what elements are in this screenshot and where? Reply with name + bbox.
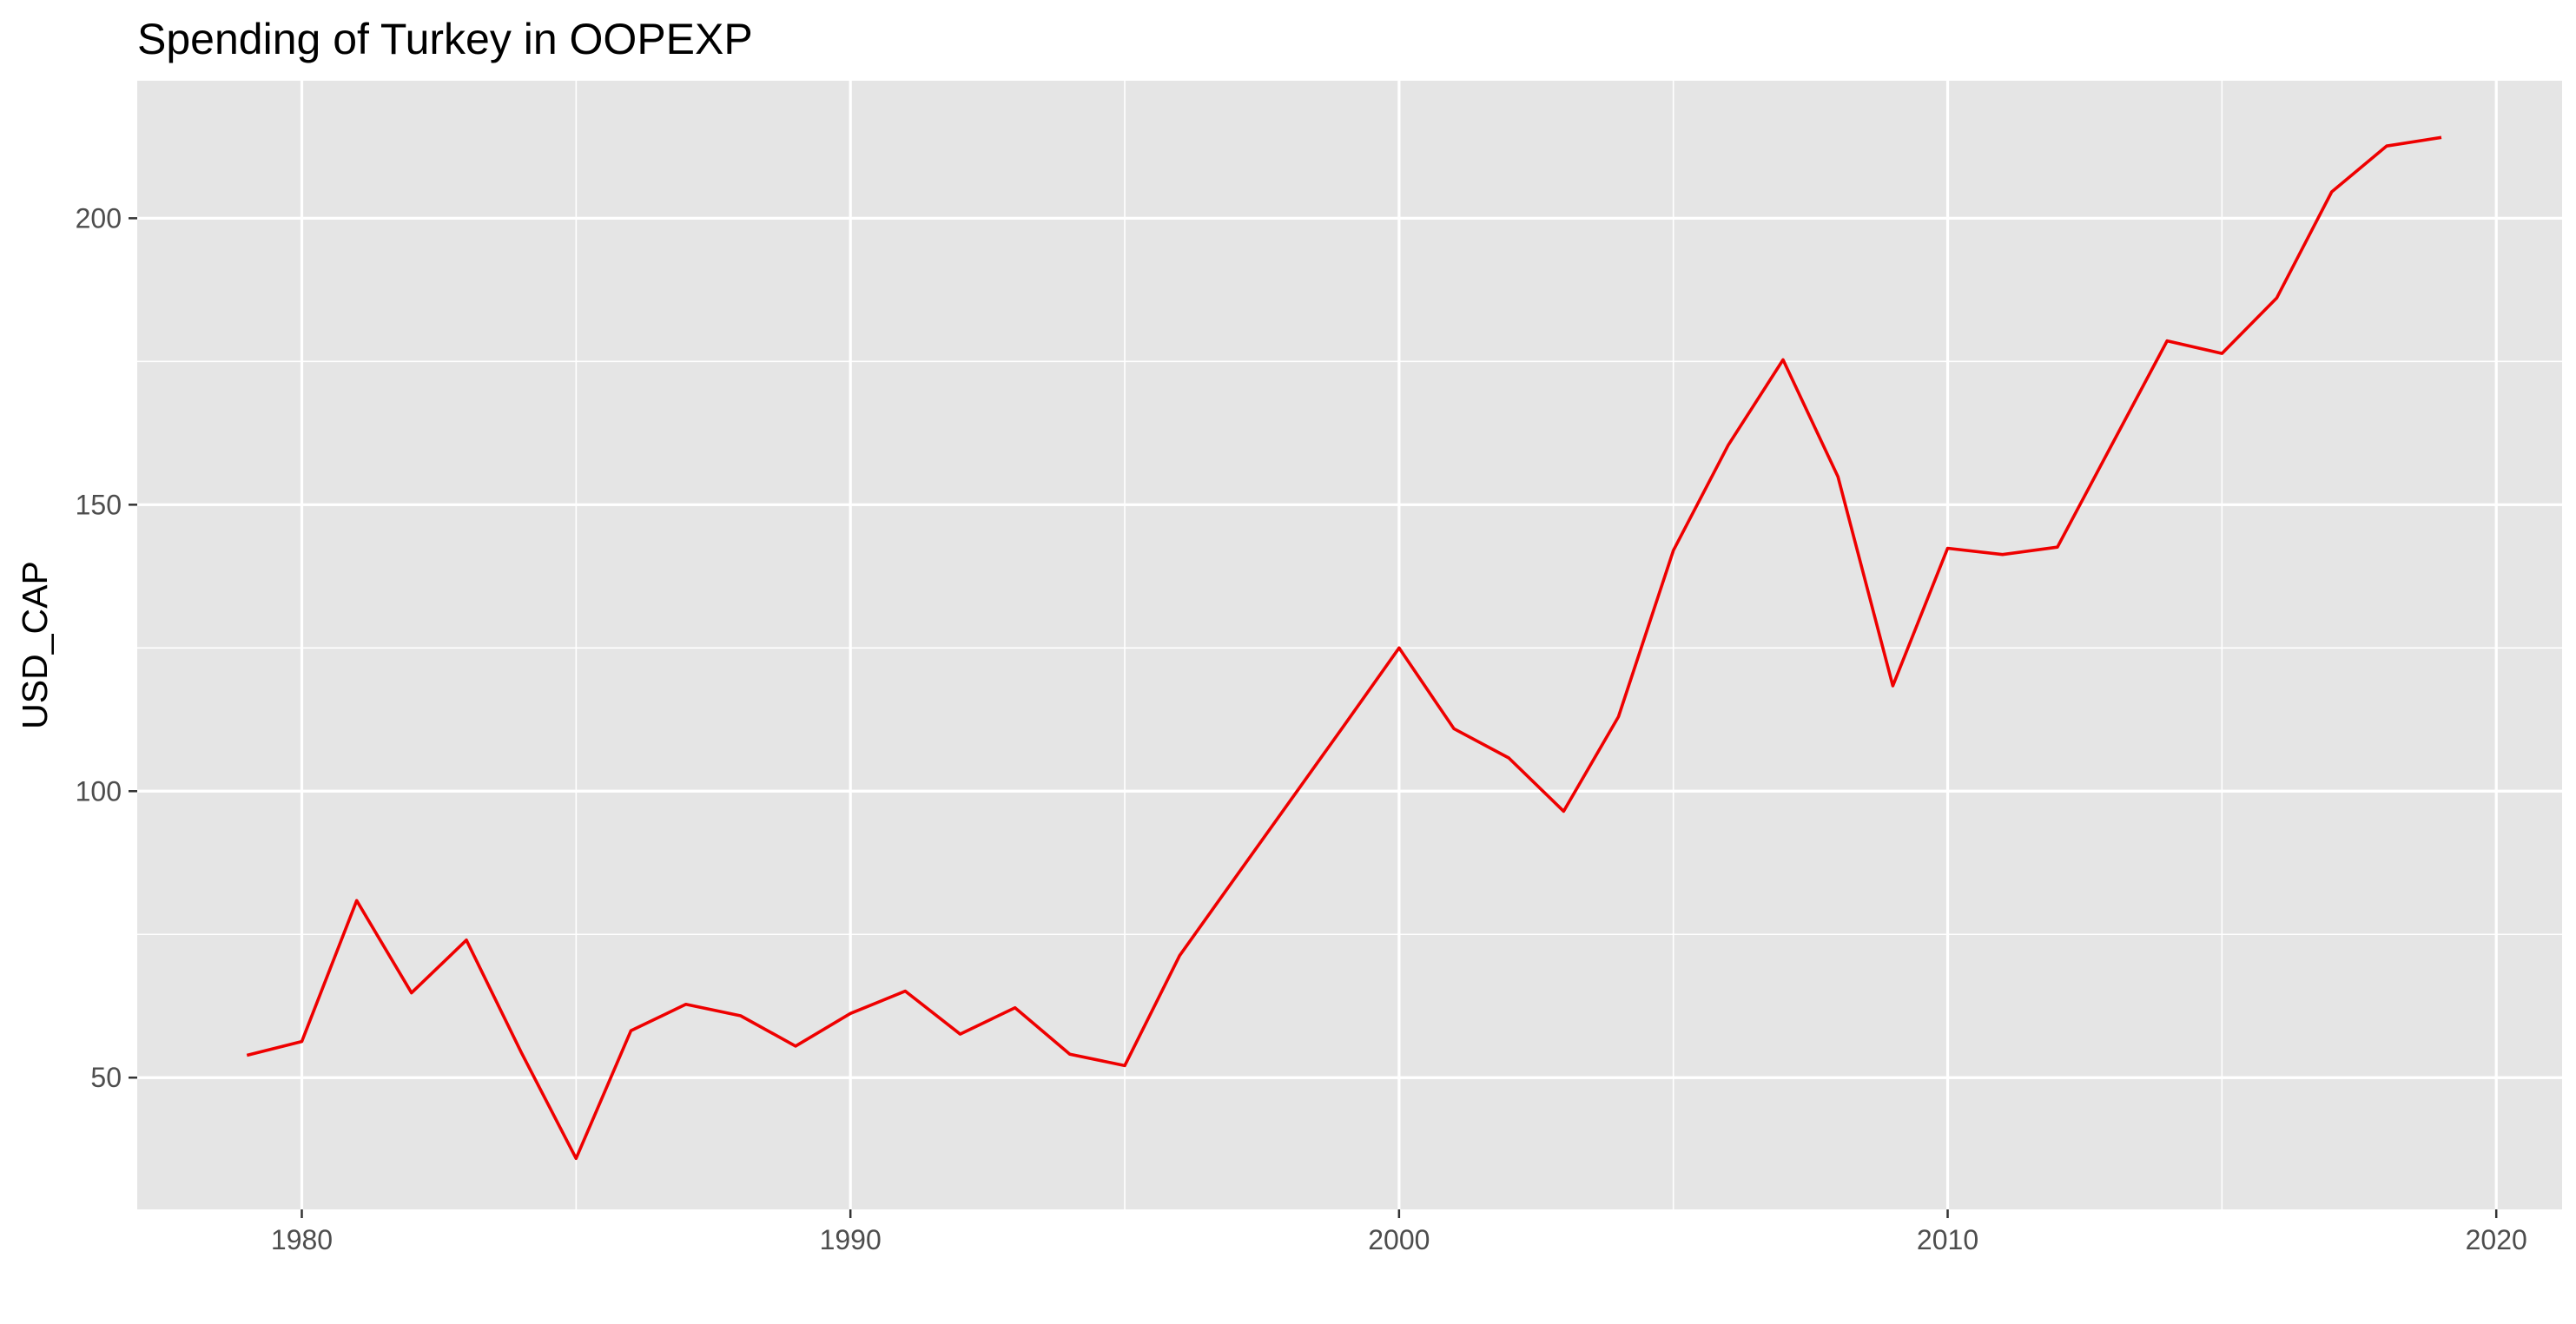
y-tick-label: 50 <box>90 1062 122 1093</box>
y-tick-label: 100 <box>76 775 122 807</box>
x-tick-label: 2020 <box>2466 1224 2527 1255</box>
y-axis: 50 100 150 200 <box>76 202 137 1093</box>
x-tick-label: 1990 <box>820 1224 882 1255</box>
x-tick-label: 1980 <box>271 1224 333 1255</box>
minor-grid-lines <box>137 81 2562 1209</box>
y-axis-title: USD_CAP <box>15 561 55 729</box>
plot-panel <box>137 81 2562 1209</box>
x-tick-label: 2010 <box>1917 1224 1978 1255</box>
major-grid-lines <box>137 81 2562 1209</box>
chart-title: Spending of Turkey in OOPEXP <box>137 15 753 63</box>
y-tick-label: 150 <box>76 489 122 520</box>
x-tick-label: 2000 <box>1368 1224 1430 1255</box>
data-series <box>246 135 2442 1161</box>
x-axis: 1980 1990 2000 2010 2020 <box>271 1209 2527 1255</box>
series-line <box>246 135 2442 1161</box>
y-tick-label: 200 <box>76 202 122 234</box>
